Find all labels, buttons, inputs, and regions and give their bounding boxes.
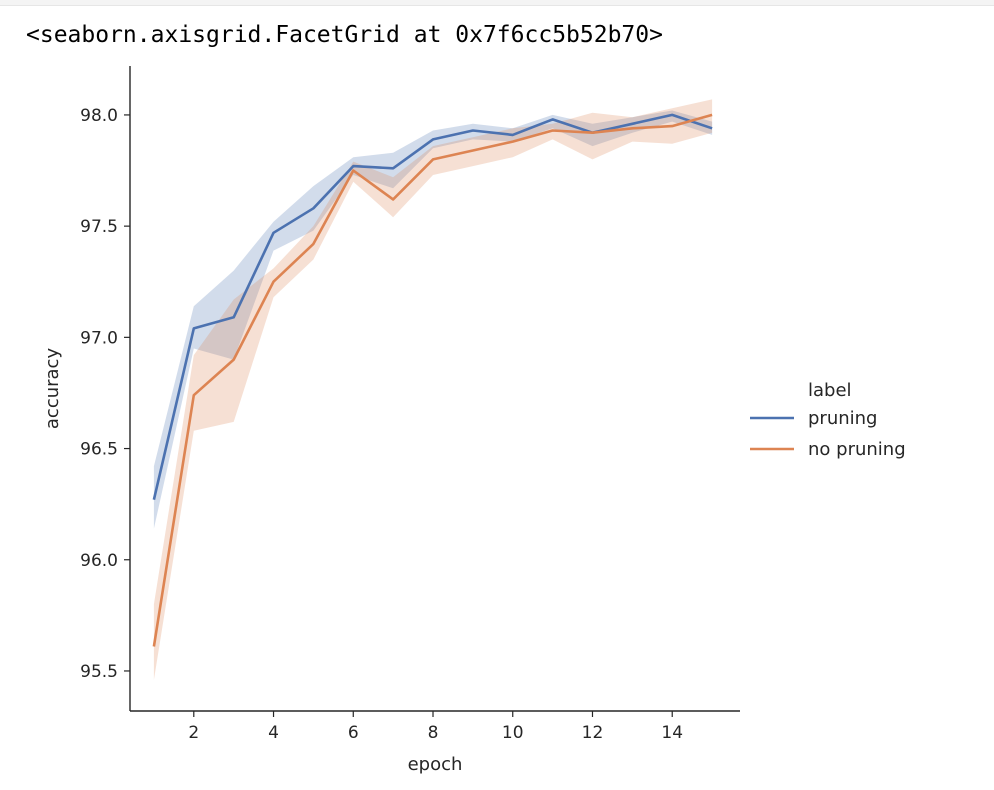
legend-title: label	[808, 380, 852, 401]
y-tick-label: 95.5	[80, 662, 118, 682]
y-tick-label: 98.0	[80, 106, 118, 126]
legend-entry-0: pruning	[808, 408, 877, 429]
y-tick-label: 96.5	[80, 440, 118, 460]
x-axis-label: epoch	[408, 754, 463, 775]
x-tick-label: 4	[268, 723, 279, 743]
ci-band-0	[153, 110, 713, 529]
x-tick-label: 12	[582, 723, 604, 743]
x-tick-label: 14	[661, 723, 683, 743]
y-axis-label: accuracy	[42, 348, 63, 430]
series-line-0	[152, 113, 713, 500]
y-tick-label: 97.0	[80, 328, 118, 348]
notebook-top-border	[0, 0, 994, 6]
y-tick-label: 97.5	[80, 217, 118, 237]
x-tick-label: 6	[348, 723, 359, 743]
ci-band-1	[153, 99, 713, 680]
x-tick-label: 8	[428, 723, 439, 743]
x-tick-label: 2	[188, 723, 199, 743]
legend-entry-1: no pruning	[808, 439, 906, 460]
series-line-1	[152, 113, 713, 647]
y-tick-label: 96.0	[80, 551, 118, 571]
x-tick-label: 10	[502, 723, 524, 743]
cell-output-repr: <seaborn.axisgrid.FacetGrid at 0x7f6cc5b…	[26, 22, 663, 48]
